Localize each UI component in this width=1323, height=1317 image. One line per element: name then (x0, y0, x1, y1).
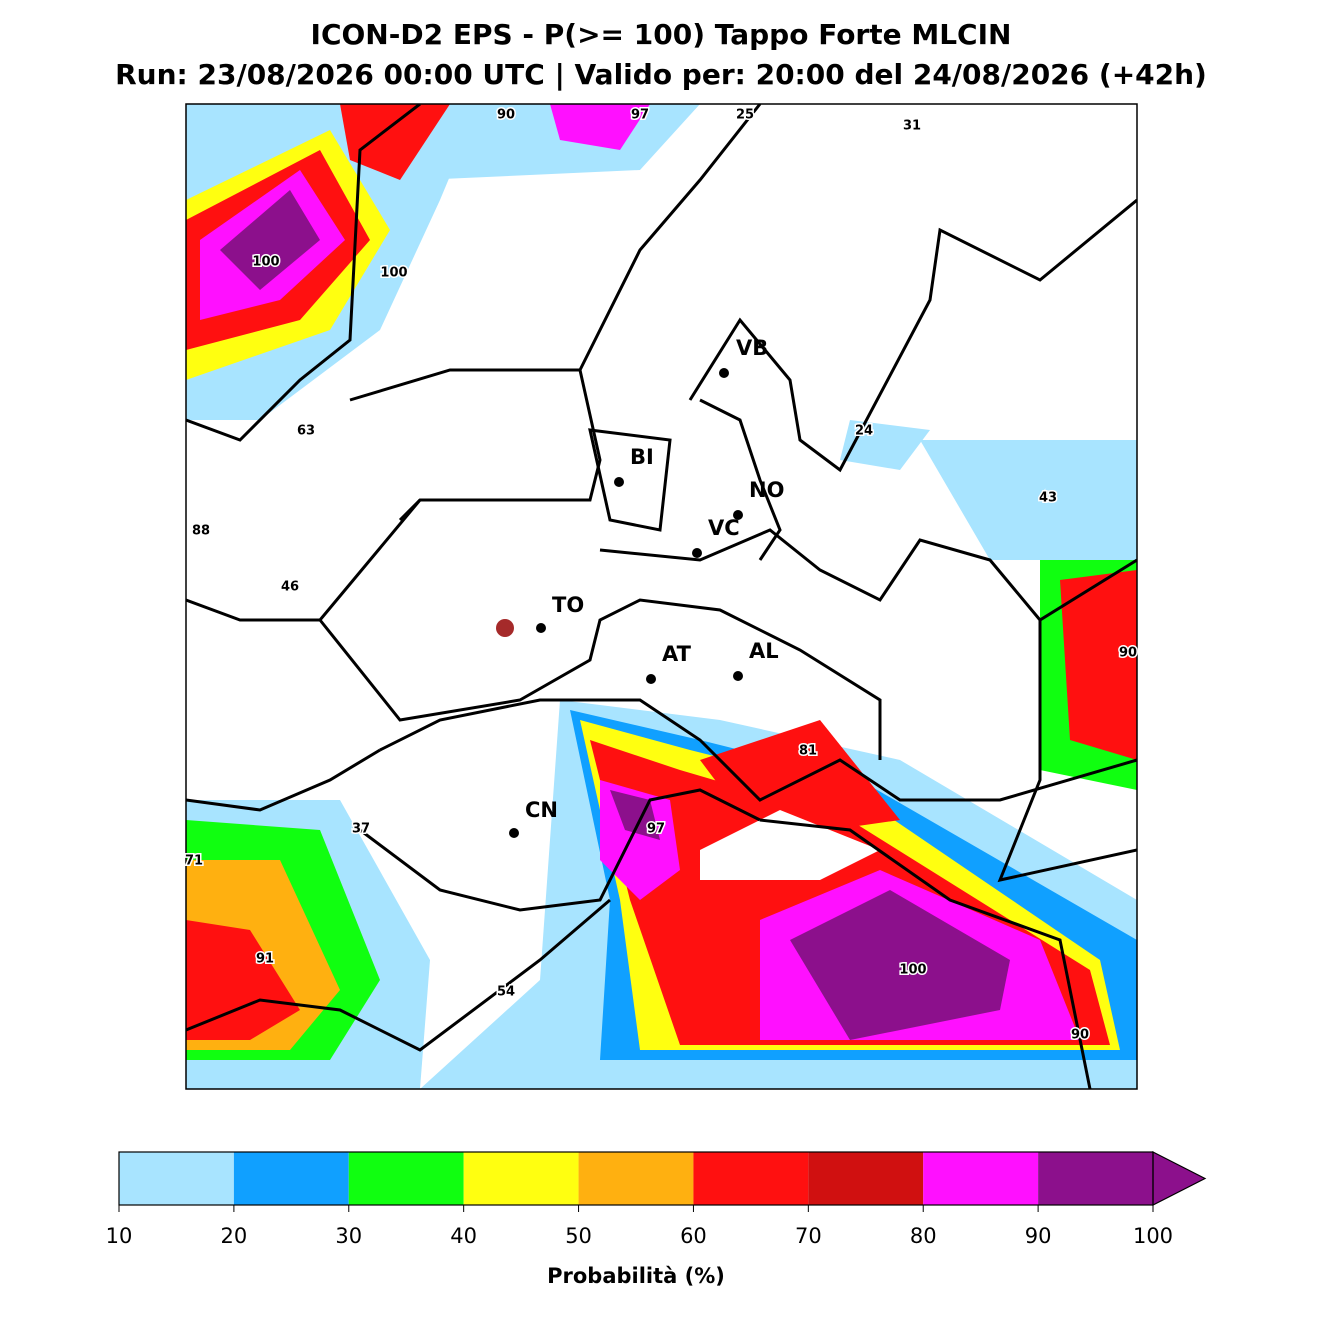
contour-label: 25 (736, 108, 754, 123)
city-label: BI (630, 445, 654, 469)
contour-label: 63 (297, 424, 315, 439)
colorbar-segment (463, 1152, 579, 1205)
contour-label: 97 (647, 822, 665, 837)
city-label: NO (749, 478, 784, 502)
contour-label: 37 (352, 822, 370, 837)
colorbar-tick-label: 60 (680, 1224, 707, 1248)
colorbar: 10 20 30 40 50 60 70 80 90 100 (106, 1151, 1207, 1248)
city-dot (733, 510, 743, 520)
contour-label: 54 (497, 985, 515, 1000)
colorbar-label: Probabilità (%) (547, 1264, 725, 1288)
colorbar-segment (119, 1152, 234, 1205)
contour-label: 100 (380, 266, 407, 281)
colorbar-tick-label: 90 (1025, 1224, 1052, 1248)
contour-label: 91 (256, 952, 274, 967)
city-label: CN (525, 798, 558, 822)
colorbar-tick-label: 30 (335, 1224, 362, 1248)
contour-label: 43 (1039, 491, 1057, 506)
colorbar-tick-label: 40 (450, 1224, 477, 1248)
location-marker (496, 619, 514, 637)
colorbar-segment (808, 1152, 924, 1205)
contour-label: 46 (281, 580, 299, 595)
colorbar-segment (233, 1152, 349, 1205)
colorbar-tick-label: 100 (1133, 1224, 1173, 1248)
contour-label: 81 (799, 744, 817, 759)
city-dot (692, 548, 702, 558)
contour-label: 31 (903, 119, 921, 134)
colorbar-extension (1152, 1151, 1207, 1206)
subtitle: Run: 23/08/2026 00:00 UTC | Valido per: … (115, 58, 1207, 91)
colorbar-segment (693, 1152, 809, 1205)
title: ICON-D2 EPS - P(>= 100) Tappo Forte MLCI… (311, 18, 1012, 51)
colorbar-segment (578, 1152, 694, 1205)
city-label: AL (749, 639, 779, 663)
colorbar-segment (348, 1152, 464, 1205)
city-label: VB (736, 336, 768, 360)
colorbar-segment (1038, 1152, 1153, 1205)
colorbar-tick-label: 70 (795, 1224, 822, 1248)
contour-label: 90 (1119, 646, 1137, 661)
city-label: VC (708, 516, 740, 540)
colorbar-segment (923, 1152, 1039, 1205)
contour-label: 90 (1071, 1028, 1089, 1043)
colorbar-tick-label: 80 (910, 1224, 937, 1248)
contour-label: 97 (631, 108, 649, 123)
map-fields (186, 104, 1137, 1089)
city-dot (719, 368, 729, 378)
colorbar-tick-label: 20 (221, 1224, 248, 1248)
city-dot (614, 477, 624, 487)
contour-label: 100 (899, 963, 926, 978)
city-dot (646, 674, 656, 684)
city-label: AT (662, 642, 692, 666)
contour-label: 71 (185, 854, 203, 869)
contour-label: 24 (855, 424, 873, 439)
colorbar-tick-label: 10 (106, 1224, 133, 1248)
colorbar-tick-label: 50 (565, 1224, 592, 1248)
city-dot (509, 828, 519, 838)
contour-label: 88 (192, 524, 210, 539)
city-dot (733, 671, 743, 681)
city-label: TO (552, 593, 584, 617)
colorbar-outline (118, 1151, 1154, 1206)
contour-label: 100 (252, 255, 279, 270)
contour-label: 90 (497, 108, 515, 123)
map-frame (185, 103, 1138, 1090)
city-dot (536, 623, 546, 633)
